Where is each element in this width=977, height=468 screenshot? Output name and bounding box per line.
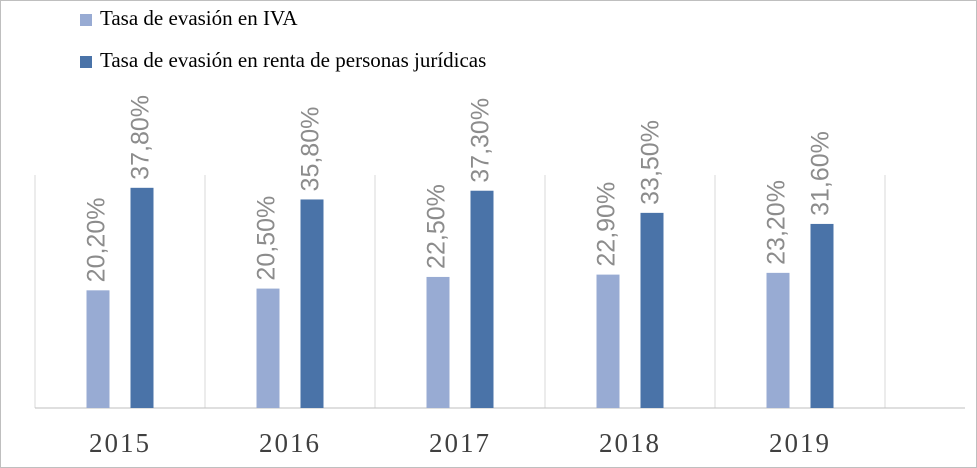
value-label: 35,80% <box>297 107 325 192</box>
x-tick-label: 2015 <box>89 428 151 458</box>
value-label: 37,80% <box>127 95 155 180</box>
value-label: 20,20% <box>83 198 111 283</box>
legend-swatch <box>80 56 92 68</box>
bar <box>640 212 664 408</box>
value-label: 23,20% <box>763 180 791 265</box>
bar <box>300 199 324 408</box>
legend-label: Tasa de evasión en renta de personas jur… <box>100 48 486 72</box>
x-tick-label: 2019 <box>769 428 831 458</box>
bar <box>130 187 154 408</box>
bar <box>810 223 834 408</box>
value-label: 20,50% <box>253 196 281 281</box>
value-label: 33,50% <box>637 120 665 205</box>
bar <box>256 288 280 408</box>
value-label: 22,90% <box>593 182 621 267</box>
value-label: 31,60% <box>807 131 835 216</box>
bar <box>470 190 494 408</box>
legend-swatch <box>80 14 92 26</box>
bar <box>426 276 450 408</box>
bar <box>86 290 110 408</box>
x-tick-label: 2018 <box>599 428 661 458</box>
value-label: 37,30% <box>467 98 495 183</box>
bar <box>766 272 790 408</box>
value-label: 22,50% <box>423 184 451 269</box>
x-tick-label: 2017 <box>429 428 491 458</box>
x-tick-label: 2016 <box>259 428 321 458</box>
legend-label: Tasa de evasión en IVA <box>100 6 298 30</box>
bar <box>596 274 620 408</box>
